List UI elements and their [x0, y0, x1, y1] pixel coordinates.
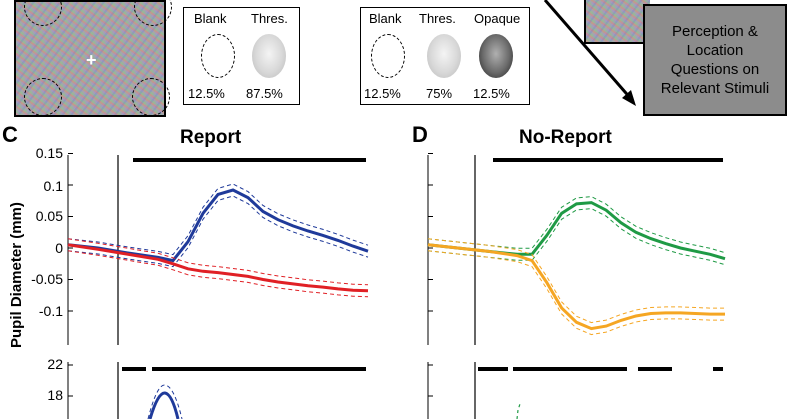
panel-letter-d: D: [412, 122, 428, 147]
legend-label: Thres.: [419, 11, 456, 26]
bottom-series-blue-ci: [147, 384, 183, 419]
legend-percent: 75%: [426, 86, 453, 101]
legend-percent: 12.5%: [473, 86, 510, 101]
legend-percent: 87.5%: [246, 86, 283, 101]
series-ci-lower: [67, 195, 369, 268]
opaque-face-icon: [479, 34, 513, 78]
questions-box-text: Perception & Location Questions on Relev…: [660, 23, 770, 97]
legend-label: Blank: [194, 11, 227, 26]
legend-percent: 12.5%: [364, 86, 401, 101]
blank-oval-icon: [201, 34, 235, 78]
arrow-head-icon: [622, 90, 636, 106]
legend-label: Thres.: [251, 11, 288, 26]
stimulus-noise-display-small: [584, 0, 650, 44]
y-tick-label: 0.05: [35, 208, 63, 224]
fixation-cross-icon: +: [86, 50, 97, 70]
series-line-red: [67, 243, 369, 293]
series-ci-upper: [67, 238, 369, 286]
series-ci-upper: [427, 238, 725, 324]
y-tick-label: -0.1: [38, 303, 63, 319]
plots-layer: [67, 153, 726, 419]
report-stimulus-legend: Blank Thres. 12.5% 87.5%: [183, 7, 300, 105]
legend-percent: 12.5%: [188, 86, 225, 101]
series-ci-upper: [427, 196, 726, 254]
y-tick-label: 0: [55, 240, 63, 256]
threshold-face-icon: [427, 34, 461, 78]
bottom-series-blue: [148, 391, 180, 419]
stimulus-noise-display: +: [14, 0, 172, 117]
threshold-face-icon: [252, 34, 286, 78]
bottom-y-tick-label: 22: [47, 356, 63, 372]
series-ci-lower: [67, 250, 369, 298]
panel-title-noreport: No-Report: [519, 127, 612, 148]
arrow-line: [543, 0, 634, 101]
series-ci-upper: [67, 183, 369, 256]
series-line-orange: [427, 243, 725, 331]
y-tick-label: 0.1: [43, 178, 63, 194]
location-circle-icon: [24, 78, 62, 116]
series-ci-lower: [427, 250, 725, 336]
panel-title-report: Report: [180, 127, 242, 148]
blank-oval-icon: [371, 34, 405, 78]
noreport-stimulus-legend: Blank Thres. Opaque 12.5% 75% 12.5%: [360, 7, 530, 105]
series-line-blue: [67, 188, 369, 263]
questions-box: Perception & Location Questions on Relev…: [643, 4, 787, 116]
bottom-y-tick-label: 18: [47, 387, 63, 403]
series-ci-lower: [427, 208, 726, 266]
bottom-series-green: [516, 403, 521, 419]
y-tick-label: 0.15: [35, 145, 63, 161]
panel-letter-c: C: [2, 122, 18, 147]
y-tick-label: -0.05: [31, 271, 63, 287]
legend-label: Opaque: [474, 11, 521, 26]
location-circle-icon: [132, 78, 170, 116]
legend-label: Blank: [369, 11, 402, 26]
